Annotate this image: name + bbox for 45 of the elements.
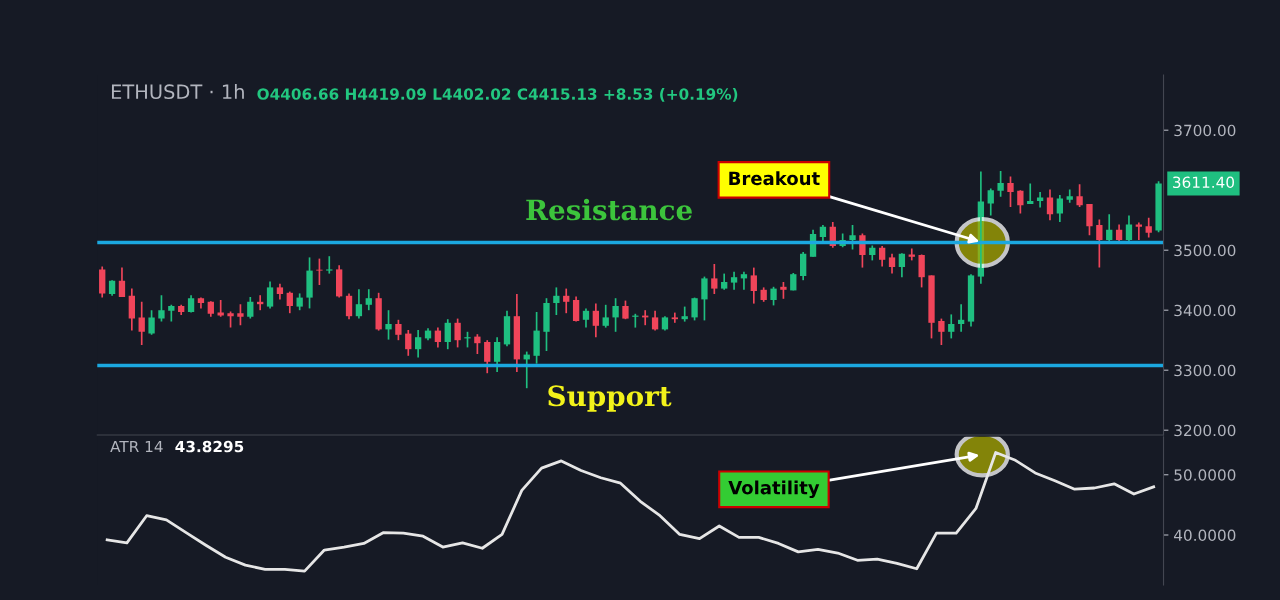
candlestick [918,253,925,289]
candlestick [612,297,619,333]
candlestick [622,299,629,321]
candlestick [928,274,935,340]
candlestick [316,257,323,286]
candlestick [306,256,313,310]
y-tick-label: 40.0000 [1173,529,1236,542]
candlestick [395,318,402,342]
candlestick [1155,180,1162,234]
y-tick-label: 3200.00 [1174,424,1236,437]
y-tick-label: 3500.00 [1174,244,1236,257]
candlestick [1096,218,1103,269]
candlestick [938,317,945,346]
candlestick [158,294,165,323]
y-tick-label: 3300.00 [1174,364,1236,377]
annotation: Breakout [729,171,820,186]
text: O4406.66 H4419.09 L4402.02 C4415.13 +8.53 (+0.19%) [257,88,738,102]
y-tick-label: 50.0000 [1174,469,1236,481]
candlestick [997,170,1004,198]
candlestick [326,255,333,275]
chart-subtitle: 43.8295 [175,440,244,453]
candlestick [1076,183,1083,208]
ref-line-label: Resistance [526,198,692,221]
candlestick [237,303,244,327]
candlestick [1017,189,1024,215]
candlestick [454,317,461,349]
candlestick [148,309,155,336]
candlestick [849,224,856,251]
candlestick [533,311,540,365]
line-series [105,451,1156,573]
candlestick [375,291,382,332]
chart-title: ATR 14 [110,440,163,453]
y-tick-label: 3700.00 [1174,124,1236,137]
candlestick [543,297,550,352]
candlestick [1007,175,1014,208]
y-tick-label: 3400.00 [1174,304,1236,317]
candlestick [1086,203,1093,237]
candlestick [691,296,698,322]
candlestick [770,285,777,307]
chart-title: ETHUSDT · 1h [111,84,244,100]
annotation: Volatility [728,480,820,499]
ref-line-label: Support [548,385,672,412]
candlestick [701,275,708,322]
text: 3611.40 [1173,176,1235,189]
candlestick [553,286,560,316]
